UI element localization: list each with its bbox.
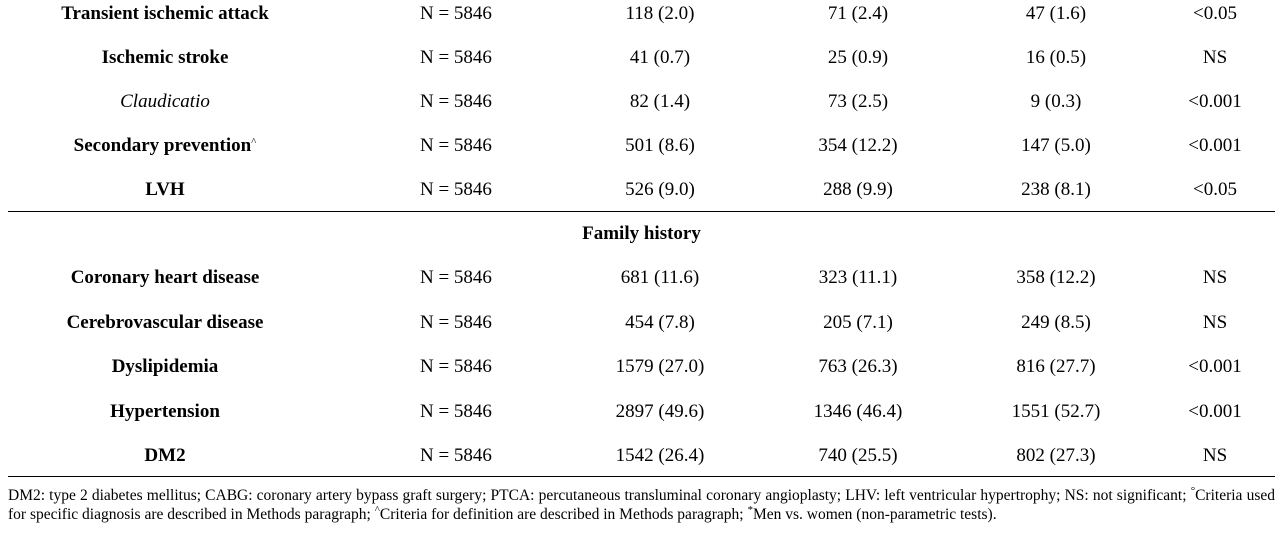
women-cell: 358 (12.2) (1016, 267, 1096, 288)
row-label-text: Cerebrovascular disease (66, 311, 264, 333)
p-value-cell: NS (1202, 311, 1228, 333)
women-cell: 147 (5.0) (1021, 135, 1091, 156)
p-value-cell: <0.001 (1188, 400, 1242, 422)
total-cell: 454 (7.8) (625, 311, 695, 333)
row-label-text: Secondary prevention (73, 135, 252, 156)
sample-size-cell: N = 5846 (420, 135, 492, 156)
p-value-cell: <0.001 (1188, 356, 1242, 377)
row-label-text: Transient ischemic attack (61, 3, 269, 24)
sample-size-cell: N = 5846 (420, 3, 492, 24)
table-row: Transient ischemic attack N = 5846 118 (2.… (0, 0, 1283, 28)
total-cell: 82 (1.4) (629, 91, 691, 112)
table-footnote: DM2: type 2 diabetes mellitus; CABG: cor… (8, 485, 1275, 524)
men-cell: 763 (26.3) (818, 356, 898, 377)
table-row: Claudicatio N = 5846 82 (1.4) 73 (2.5) 9 (0.… (0, 88, 1283, 116)
men-cell: 73 (2.5) (827, 91, 889, 112)
footnote-mark-2: ^ (374, 504, 380, 516)
table-row: DM2 N = 5846 1542 (26.4) 740 (25.5) 802 (27.… (0, 442, 1283, 470)
p-value-cell: <0.001 (1188, 135, 1242, 156)
women-cell: 816 (27.7) (1016, 356, 1096, 377)
sample-size-cell: N = 5846 (420, 267, 492, 288)
footnote-mark-3: * (747, 504, 753, 516)
row-label: Coronary heart disease (0, 264, 330, 292)
row-label: Cerebrovascular disease (0, 309, 330, 337)
row-label: LVH (0, 176, 330, 204)
row-label: Dyslipidemia (0, 353, 330, 381)
sample-size-cell: N = 5846 (420, 91, 492, 112)
row-label-text: LVH (145, 179, 185, 200)
row-label-text: Hypertension (110, 400, 220, 422)
total-cell: 1579 (27.0) (615, 356, 705, 377)
table-bottom-rule (8, 476, 1275, 477)
sample-size-cell: N = 5846 (420, 179, 492, 200)
sample-size-cell: N = 5846 (420, 47, 492, 68)
table-row: Cerebrovascular disease N = 5846 454 (7.8)… (0, 309, 1283, 337)
p-value-cell: NS (1202, 267, 1228, 288)
p-value-cell: <0.001 (1188, 91, 1242, 112)
p-value-cell: <0.05 (1193, 179, 1237, 200)
men-cell: 1346 (46.4) (813, 400, 903, 422)
footnote-mark-1: ° (1190, 485, 1196, 497)
women-cell: 1551 (52.7) (1011, 400, 1101, 422)
men-cell: 740 (25.5) (818, 445, 898, 466)
table-row: Secondary prevention^ N = 5846 501 (8.6) 35… (0, 132, 1283, 160)
total-cell: 526 (9.0) (625, 179, 695, 200)
women-cell: 16 (0.5) (1025, 47, 1087, 68)
women-cell: 9 (0.3) (1030, 91, 1082, 112)
total-cell: 1542 (26.4) (615, 445, 705, 466)
total-cell: 118 (2.0) (625, 3, 695, 24)
women-cell: 802 (27.3) (1016, 445, 1096, 466)
row-label: Ischemic stroke (0, 44, 330, 72)
men-cell: 205 (7.1) (823, 311, 893, 333)
total-cell: 41 (0.7) (629, 47, 691, 68)
sample-size-cell: N = 5846 (420, 311, 492, 333)
row-label-footnote-mark: ^ (251, 136, 257, 148)
row-label: Claudicatio (0, 88, 330, 116)
p-value-cell: <0.05 (1193, 3, 1237, 24)
table-row: Dyslipidemia N = 5846 1579 (27.0) 763 (26.3… (0, 353, 1283, 381)
sample-size-cell: N = 5846 (420, 445, 492, 466)
women-cell: 238 (8.1) (1021, 179, 1091, 200)
table-row: Ischemic stroke N = 5846 41 (0.7) 25 (0.9) 1… (0, 44, 1283, 72)
men-cell: 25 (0.9) (827, 47, 889, 68)
total-cell: 681 (11.6) (620, 267, 700, 288)
men-cell: 71 (2.4) (827, 3, 889, 24)
table-row: Coronary heart disease N = 5846 681 (11.6)… (0, 264, 1283, 292)
footnote-text-1: DM2: type 2 diabetes mellitus; CABG: cor… (8, 487, 1191, 504)
sample-size-cell: N = 5846 (420, 400, 492, 422)
men-cell: 288 (9.9) (823, 179, 893, 200)
women-cell: 249 (8.5) (1021, 311, 1091, 333)
p-value-cell: NS (1202, 445, 1228, 466)
men-cell: 323 (11.1) (818, 267, 898, 288)
row-label: Secondary prevention^ (0, 132, 330, 160)
row-label-text: Claudicatio (120, 91, 210, 112)
section-divider (8, 211, 1275, 212)
row-label-text: Coronary heart disease (70, 267, 260, 288)
row-label: Transient ischemic attack (0, 0, 330, 28)
table-row: LVH N = 5846 526 (9.0) 288 (9.9) 238 (8.1) <0… (0, 176, 1283, 204)
section-title: Family history (582, 223, 701, 244)
men-cell: 354 (12.2) (818, 135, 898, 156)
women-cell: 47 (1.6) (1025, 3, 1087, 24)
row-label-text: DM2 (144, 445, 186, 466)
row-label-text: Ischemic stroke (101, 47, 229, 68)
row-label: DM2 (0, 442, 330, 470)
row-label-text: Dyslipidemia (111, 356, 219, 377)
table-row: Hypertension N = 5846 2897 (49.6) 1346 (46.… (0, 398, 1283, 426)
row-label: Hypertension (0, 398, 330, 426)
footnote-text-4: Men vs. women (non-parametric tests). (752, 506, 997, 523)
footnote-text-2: Criteria used for specific diagnosis are… (8, 487, 1275, 523)
sample-size-cell: N = 5846 (420, 356, 492, 377)
p-value-cell: NS (1202, 47, 1228, 68)
total-cell: 501 (8.6) (625, 135, 695, 156)
total-cell: 2897 (49.6) (615, 400, 705, 422)
footnote-text-3: Criteria for definition are described in… (379, 506, 748, 523)
